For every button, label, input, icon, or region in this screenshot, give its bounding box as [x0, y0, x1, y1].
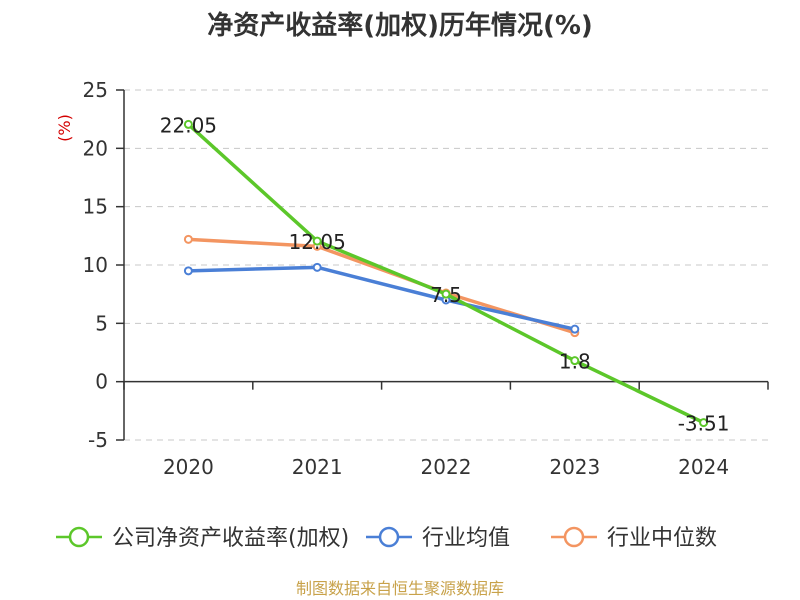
gridlines — [124, 89, 768, 441]
y-axis-unit: (%) — [55, 114, 74, 142]
axes: -5 0 5 10 15 20 25 2020 2021 2022 2023 2024 — [83, 78, 769, 479]
data-labels: 22.05 12.05 7.5 1.8 -3.51 — [160, 113, 730, 435]
data-point — [699, 418, 709, 428]
legend-label: 行业均值 — [422, 526, 510, 551]
legend-item: 行业均值 — [366, 526, 510, 551]
chart-title: 净资产收益率(加权)历年情况(%) — [207, 10, 593, 41]
legend-label: 公司净资产收益率(加权) — [112, 526, 349, 551]
data-point — [570, 324, 580, 334]
legend-label: 行业中位数 — [607, 526, 717, 551]
data-point — [183, 119, 193, 129]
data-label: 1.8 — [559, 350, 591, 374]
data-point — [570, 356, 580, 366]
data-label: 22.05 — [160, 113, 217, 137]
data-point — [183, 234, 193, 244]
series-1 — [183, 262, 580, 334]
data-point — [441, 289, 451, 299]
x-tick-label: 2022 — [421, 455, 472, 479]
y-tick-label: 10 — [83, 253, 108, 277]
series-0 — [183, 119, 709, 428]
data-label: 12.05 — [289, 230, 346, 254]
data-point — [312, 236, 322, 246]
source-note: 制图数据来自恒生聚源数据库 — [296, 579, 504, 598]
data-point — [183, 266, 193, 276]
y-tick-label: 20 — [83, 136, 108, 160]
y-tick-label: 25 — [83, 78, 108, 102]
series-line — [188, 237, 576, 335]
series-2 — [183, 234, 580, 338]
data-label: -3.51 — [678, 412, 730, 436]
y-tick-label: 5 — [95, 311, 108, 335]
y-tick-label: 15 — [83, 195, 108, 219]
data-point — [312, 262, 322, 272]
x-tick-label: 2024 — [678, 455, 729, 479]
legend-marker — [378, 526, 400, 548]
data-label: 7.5 — [430, 283, 462, 307]
x-tick-label: 2021 — [292, 455, 343, 479]
legend-item: 公司净资产收益率(加权) — [56, 526, 349, 551]
y-tick-label: 0 — [95, 370, 108, 394]
y-tick-label: -5 — [88, 428, 108, 452]
x-tick-label: 2023 — [549, 455, 600, 479]
legend-item: 行业中位数 — [551, 526, 717, 551]
x-tick-label: 2020 — [163, 455, 214, 479]
legend: 公司净资产收益率(加权) 行业均值 行业中位数 — [56, 526, 717, 551]
series-line — [187, 123, 705, 425]
legend-marker — [68, 526, 90, 548]
legend-marker — [563, 526, 585, 548]
series-lines — [183, 119, 709, 428]
series-line — [188, 265, 576, 331]
